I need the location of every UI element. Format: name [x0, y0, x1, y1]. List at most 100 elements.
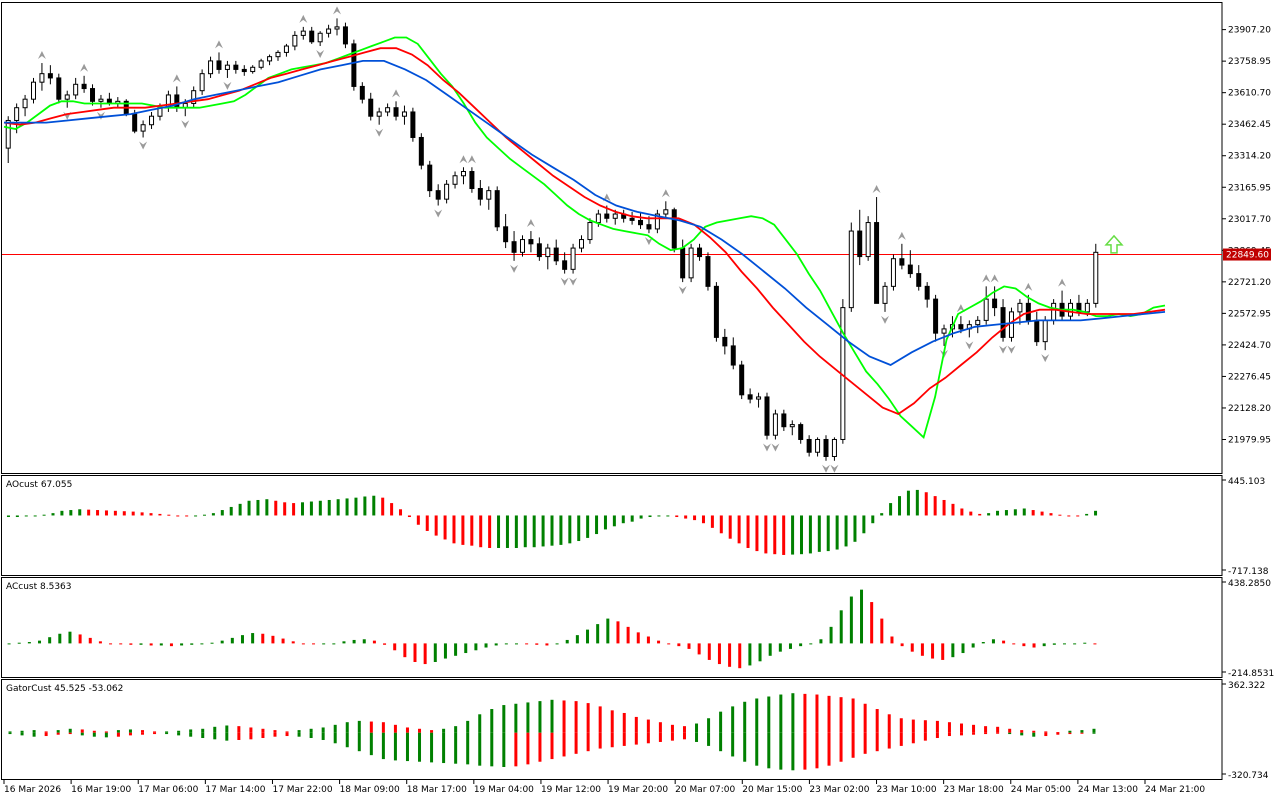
gator-lower-bar[interactable]	[309, 732, 313, 739]
histogram-bar[interactable]	[942, 499, 946, 516]
histogram-bar[interactable]	[951, 503, 955, 516]
candle-bear[interactable]	[722, 336, 728, 347]
histogram-bar[interactable]	[844, 515, 848, 547]
candle-bear[interactable]	[81, 83, 87, 90]
histogram-bar[interactable]	[755, 515, 759, 552]
histogram-bar[interactable]	[555, 643, 559, 645]
histogram-bar[interactable]	[621, 515, 625, 524]
histogram-bar[interactable]	[78, 634, 82, 644]
gator-upper-bar[interactable]	[923, 720, 927, 733]
histogram-bar[interactable]	[433, 643, 437, 662]
histogram-bar[interactable]	[853, 515, 857, 542]
candle-bear[interactable]	[907, 264, 913, 275]
candle-bear[interactable]	[469, 171, 475, 190]
candle-bear[interactable]	[503, 226, 509, 243]
gator-oscillator-panel[interactable]: GatorCust 45.525 -53.062 362.322 -320.734	[1, 679, 1269, 782]
histogram-bar[interactable]	[33, 515, 37, 517]
histogram-bar[interactable]	[862, 515, 866, 534]
candle-bull[interactable]	[587, 222, 593, 241]
histogram-bar[interactable]	[283, 502, 287, 516]
candle-bull[interactable]	[98, 98, 104, 102]
histogram-bar[interactable]	[880, 618, 884, 644]
candle-bear[interactable]	[638, 219, 644, 226]
gator-upper-bar[interactable]	[44, 731, 48, 733]
gator-lower-bar[interactable]	[56, 732, 60, 735]
histogram-bar[interactable]	[1031, 510, 1035, 516]
candle-bull[interactable]	[983, 298, 989, 321]
gator-upper-bar[interactable]	[731, 706, 735, 733]
gator-lower-bar[interactable]	[32, 732, 36, 737]
histogram-bar[interactable]	[38, 640, 42, 644]
gator-upper-bar[interactable]	[791, 693, 795, 733]
gator-lower-bar[interactable]	[249, 732, 253, 740]
histogram-bar[interactable]	[416, 515, 420, 525]
histogram-bar[interactable]	[425, 515, 429, 531]
gator-lower-bar[interactable]	[803, 732, 807, 770]
histogram-bar[interactable]	[860, 589, 864, 644]
candle-bull[interactable]	[14, 107, 20, 121]
histogram-bar[interactable]	[1042, 643, 1046, 647]
candle-bear[interactable]	[351, 43, 357, 87]
histogram-bar[interactable]	[809, 643, 813, 645]
gator-upper-bar[interactable]	[622, 712, 626, 733]
candle-bull[interactable]	[460, 171, 466, 177]
gator-upper-bar[interactable]	[68, 728, 72, 733]
candle-bear[interactable]	[56, 77, 62, 100]
gator-upper-bar[interactable]	[947, 722, 951, 733]
histogram-bar[interactable]	[322, 643, 326, 645]
histogram-bar[interactable]	[274, 500, 278, 516]
histogram-bar[interactable]	[247, 500, 251, 516]
gator-upper-bar[interactable]	[562, 700, 566, 733]
histogram-bar[interactable]	[194, 515, 198, 517]
candle-bull[interactable]	[1084, 302, 1090, 313]
histogram-bar[interactable]	[666, 515, 670, 517]
histogram-bar[interactable]	[996, 510, 1000, 516]
gator-lower-bar[interactable]	[201, 732, 205, 739]
histogram-bar[interactable]	[113, 510, 117, 516]
candle-bull[interactable]	[208, 60, 214, 75]
gator-upper-bar[interactable]	[827, 695, 831, 733]
histogram-bar[interactable]	[667, 643, 671, 645]
gator-lower-bar[interactable]	[779, 732, 783, 770]
histogram-bar[interactable]	[871, 515, 875, 524]
histogram-bar[interactable]	[363, 496, 367, 516]
gator-lower-bar[interactable]	[682, 732, 686, 740]
histogram-bar[interactable]	[131, 511, 135, 516]
candle-bull[interactable]	[283, 45, 289, 53]
candle-bear[interactable]	[368, 98, 374, 117]
histogram-bar[interactable]	[606, 618, 610, 644]
candle-bull[interactable]	[5, 119, 11, 149]
candle-bear[interactable]	[764, 396, 770, 436]
gator-lower-bar[interactable]	[622, 732, 626, 746]
gator-lower-bar[interactable]	[92, 732, 96, 737]
gator-lower-bar[interactable]	[911, 732, 915, 744]
histogram-bar[interactable]	[60, 510, 64, 516]
histogram-bar[interactable]	[1004, 510, 1008, 516]
histogram-bar[interactable]	[931, 643, 935, 659]
candle-bear[interactable]	[730, 345, 736, 366]
gator-upper-bar[interactable]	[839, 697, 843, 733]
histogram-bar[interactable]	[434, 515, 438, 536]
ac-oscillator-panel[interactable]: ACcust 8.5363 438.2850 -214.8531	[1, 577, 1275, 680]
gator-lower-bar[interactable]	[743, 732, 747, 762]
gator-lower-bar[interactable]	[405, 732, 409, 762]
candle-bear[interactable]	[494, 190, 500, 228]
histogram-bar[interactable]	[383, 643, 387, 645]
histogram-bar[interactable]	[1083, 642, 1087, 644]
histogram-bar[interactable]	[464, 643, 468, 654]
histogram-bar[interactable]	[577, 515, 581, 542]
gator-lower-bar[interactable]	[815, 732, 819, 769]
candle-bull[interactable]	[848, 230, 854, 309]
histogram-bar[interactable]	[545, 643, 549, 646]
histogram-bar[interactable]	[514, 515, 518, 548]
histogram-bar[interactable]	[240, 635, 244, 644]
histogram-bar[interactable]	[484, 643, 488, 648]
histogram-bar[interactable]	[413, 643, 417, 662]
histogram-bar[interactable]	[1062, 643, 1066, 645]
gator-upper-bar[interactable]	[128, 729, 132, 733]
histogram-bar[interactable]	[362, 639, 366, 644]
histogram-bar[interactable]	[301, 643, 305, 645]
gator-upper-bar[interactable]	[285, 731, 289, 733]
histogram-bar[interactable]	[210, 642, 214, 644]
candle-bull[interactable]	[267, 56, 273, 62]
